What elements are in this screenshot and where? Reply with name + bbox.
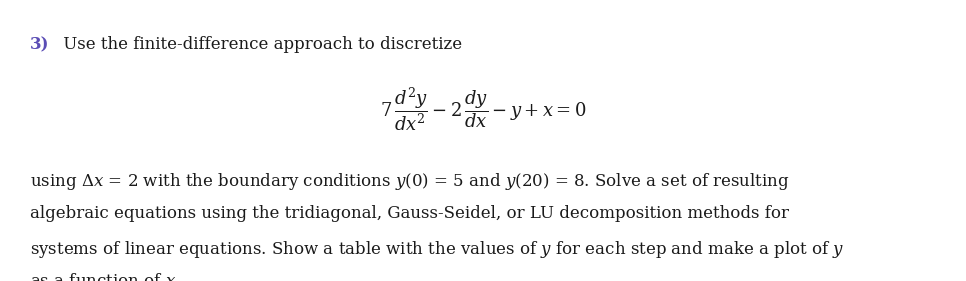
Text: algebraic equations using the tridiagonal, Gauss-Seidel, or LU decomposition met: algebraic equations using the tridiagona…: [30, 205, 789, 222]
Text: 3): 3): [30, 36, 49, 53]
Text: Use the finite-difference approach to discretize: Use the finite-difference approach to di…: [58, 36, 462, 53]
Text: as a function of $x$.: as a function of $x$.: [30, 273, 181, 281]
Text: $7\,\dfrac{d^{2}y}{dx^{2}}-2\,\dfrac{dy}{dx}-y+x=0$: $7\,\dfrac{d^{2}y}{dx^{2}}-2\,\dfrac{dy}…: [380, 85, 586, 133]
Text: using $\Delta x$ = 2 with the boundary conditions $y$(0) = 5 and $y$(20) = 8. So: using $\Delta x$ = 2 with the boundary c…: [30, 171, 790, 192]
Text: systems of linear equations. Show a table with the values of $y$ for each step a: systems of linear equations. Show a tabl…: [30, 239, 844, 260]
